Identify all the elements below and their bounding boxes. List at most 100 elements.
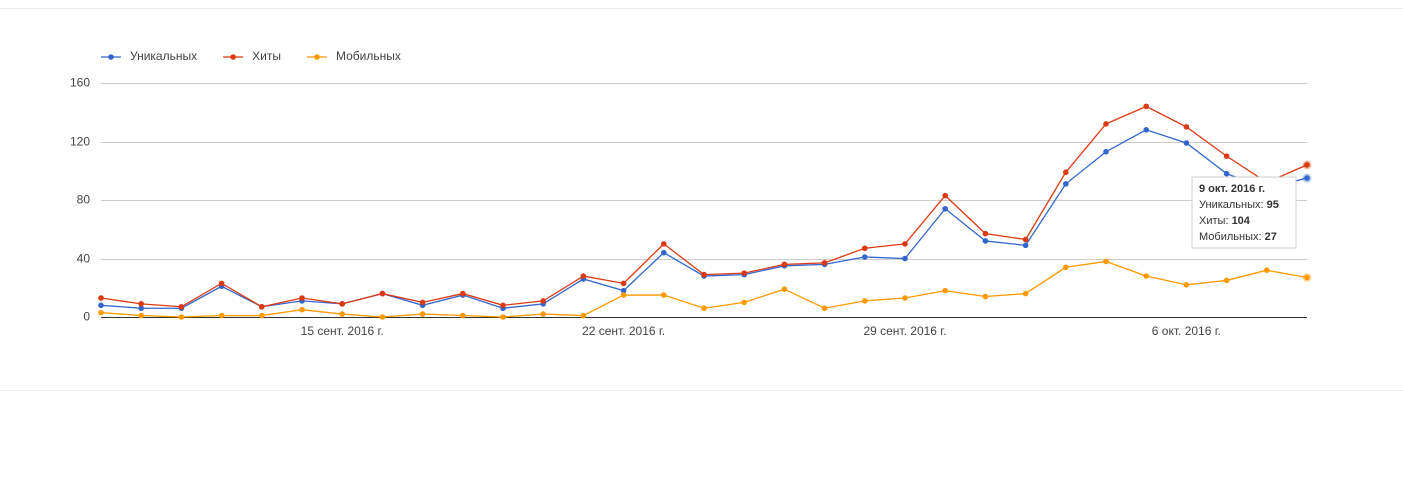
point <box>138 312 144 319</box>
y-tick-label: 120 <box>70 135 90 149</box>
highlight <box>1302 173 1312 183</box>
point <box>379 290 386 297</box>
tooltip-series: Уникальных <box>1199 199 1261 211</box>
point <box>98 309 104 316</box>
point <box>781 261 788 268</box>
point <box>580 312 587 319</box>
point <box>701 305 707 312</box>
series-line <box>100 129 1308 309</box>
x-tick-label: 29 сент. 2016 г. <box>863 324 946 338</box>
legend-dot <box>230 54 236 60</box>
point <box>580 273 587 279</box>
point <box>661 249 667 256</box>
tooltip: 9 окт. 2016 г. Уникальных: 95 Хиты: 104 Моб… <box>1191 160 1312 283</box>
point <box>259 303 265 310</box>
point <box>218 280 225 287</box>
point <box>620 280 627 287</box>
tooltip-row: Уникальных: 95 <box>1199 199 1279 211</box>
tooltip-value: 27 <box>1265 231 1277 243</box>
point <box>259 312 265 319</box>
point <box>1143 273 1149 279</box>
point <box>1063 181 1069 187</box>
point <box>1304 175 1310 181</box>
point <box>821 305 828 312</box>
point <box>902 255 908 262</box>
point <box>661 292 667 298</box>
point <box>419 311 426 317</box>
point <box>540 298 546 304</box>
tooltip-value: 95 <box>1267 199 1279 211</box>
point <box>1022 242 1029 249</box>
point <box>1103 121 1109 127</box>
point <box>460 312 466 319</box>
point <box>620 292 627 298</box>
point <box>1022 290 1029 297</box>
x-tick-label: 22 сент. 2016 г. <box>582 324 665 338</box>
legend-label: Уникальных <box>130 49 197 63</box>
point <box>862 245 868 252</box>
point <box>1223 170 1230 177</box>
point <box>1063 264 1069 271</box>
point <box>1063 169 1069 176</box>
point <box>178 303 185 310</box>
y-tick-label: 40 <box>77 252 91 266</box>
point <box>460 290 466 297</box>
point <box>620 287 627 294</box>
point <box>299 306 305 313</box>
tooltip-value: 104 <box>1232 215 1251 227</box>
point <box>1143 127 1149 133</box>
point <box>982 230 989 237</box>
point <box>741 299 747 306</box>
point <box>500 302 506 309</box>
point <box>218 312 225 319</box>
point <box>1304 274 1310 281</box>
grid: 0 40 80 120 160 15 сент. 2016 г. 22 сент. 2016… <box>70 76 1307 338</box>
tooltip-box <box>1191 176 1297 249</box>
point <box>781 286 788 293</box>
point <box>379 314 386 320</box>
point <box>1143 103 1149 110</box>
point <box>138 305 144 312</box>
legend-label: Мобильных <box>336 49 401 63</box>
point <box>1103 258 1109 265</box>
point <box>1304 162 1310 168</box>
point <box>138 301 144 307</box>
point <box>1223 153 1230 159</box>
point <box>339 301 346 307</box>
y-tick-label: 0 <box>83 310 90 324</box>
legend-dot <box>108 54 114 60</box>
point <box>500 314 506 320</box>
tooltip-title: 9 окт. 2016 г. <box>1199 183 1265 195</box>
point <box>540 311 546 317</box>
point <box>98 295 104 301</box>
point <box>942 287 948 294</box>
legend-dot <box>314 54 320 60</box>
point <box>419 299 426 306</box>
point <box>902 295 908 301</box>
point <box>661 241 667 247</box>
tooltip-row: Хиты: 104 <box>1199 215 1251 227</box>
x-tick-label: 15 сент. 2016 г. <box>301 324 384 338</box>
point <box>299 295 305 301</box>
legend-label: Хиты <box>252 49 281 63</box>
legend: Уникальных Хиты Мобильных <box>101 49 401 63</box>
highlight <box>1302 160 1312 170</box>
tooltip-series: Мобильных <box>1199 231 1259 243</box>
point <box>862 298 868 304</box>
point <box>942 205 948 212</box>
point <box>982 293 989 300</box>
x-tick-label: 6 окт. 2016 г. <box>1152 324 1221 338</box>
point <box>701 271 707 278</box>
point <box>1022 236 1029 243</box>
point <box>902 241 908 247</box>
y-tick-label: 160 <box>70 76 90 90</box>
point <box>942 192 948 199</box>
point <box>1264 267 1270 274</box>
point <box>982 238 989 244</box>
y-tick-label: 80 <box>77 193 91 207</box>
tooltip-series: Хиты <box>1199 215 1226 227</box>
point <box>178 314 185 320</box>
point <box>1183 124 1190 130</box>
point <box>821 260 828 266</box>
